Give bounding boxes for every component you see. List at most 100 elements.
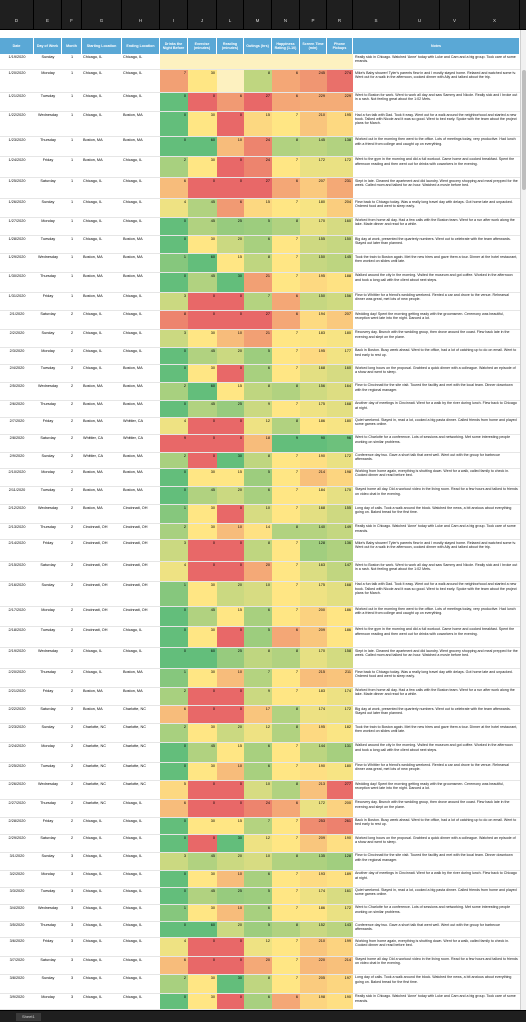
cell-notes[interactable]: Flew to Cincinnati for the site visit. T… xyxy=(355,383,513,392)
cell-screen[interactable]: 174 xyxy=(300,706,327,724)
cell-outings[interactable]: 6 xyxy=(244,742,272,762)
header-exercise[interactable]: Exercise (minutes) xyxy=(188,38,217,54)
cell-end[interactable]: Chicago, IL xyxy=(123,157,143,162)
column-letter-p[interactable]: P xyxy=(300,0,327,30)
cell-start[interactable]: Chicago, IL xyxy=(83,871,103,876)
cell-drinks[interactable]: 7 xyxy=(160,70,188,92)
cell-happy[interactable]: 7 xyxy=(272,199,300,217)
cell-day[interactable]: Friday xyxy=(42,157,54,162)
cell-notes[interactable]: Flew to Cincinnati for the site visit. T… xyxy=(355,853,513,862)
column-letter-n[interactable]: N xyxy=(272,0,300,30)
cell-month[interactable]: 1 xyxy=(70,137,74,142)
cell-date[interactable]: 3/1/2020 xyxy=(9,853,25,858)
cell-reading[interactable]: 30 xyxy=(217,452,244,468)
cell-happy[interactable]: 7 xyxy=(272,112,300,136)
cell-screen[interactable]: 135 xyxy=(300,852,327,870)
cell-reading[interactable] xyxy=(217,54,244,70)
cell-day[interactable]: Tuesday xyxy=(40,366,56,371)
cell-notes[interactable]: Working from home again, everything is s… xyxy=(355,938,510,948)
cell-exercise[interactable]: 30 xyxy=(188,236,217,254)
cell-date[interactable]: 2/27/2020 xyxy=(8,800,26,805)
cell-drinks[interactable]: 1 xyxy=(160,254,188,272)
cell-end[interactable]: Charlotte, NC xyxy=(123,782,147,787)
cell-outings[interactable]: 8 xyxy=(244,540,272,562)
cell-month[interactable]: 2 xyxy=(70,782,74,787)
cell-reading[interactable]: 0 xyxy=(217,156,244,178)
cell-happy[interactable]: 8 xyxy=(272,706,300,724)
cell-happy[interactable]: 6 xyxy=(272,292,300,311)
cell-pickups[interactable] xyxy=(327,54,353,70)
cell-drinks[interactable]: 2 xyxy=(160,724,188,742)
cell-drinks[interactable]: 2 xyxy=(160,452,188,468)
cell-end[interactable]: Cincinnati, OH xyxy=(123,524,148,529)
cell-exercise[interactable]: 45 xyxy=(188,347,217,365)
cell-notes[interactable]: Wedding day! Spent the morning getting r… xyxy=(355,781,504,790)
cell-notes[interactable]: Big day at work, presented the quarterly… xyxy=(355,236,511,246)
cell-happy[interactable]: 7 xyxy=(272,540,300,562)
cell-reading[interactable]: 0 xyxy=(217,993,244,1009)
column-letter-x[interactable]: X xyxy=(470,0,520,30)
cell-pickups[interactable]: 96 xyxy=(327,434,353,452)
cell-month[interactable]: 2 xyxy=(70,435,74,440)
cell-happy[interactable]: 7 xyxy=(272,687,300,706)
cell-exercise[interactable]: 30 xyxy=(188,329,217,347)
cell-date[interactable]: 1/24/2020 xyxy=(8,157,26,162)
cell-month[interactable]: 3 xyxy=(70,871,74,876)
cell-pickups[interactable]: 170 xyxy=(327,486,353,505)
cell-happy[interactable]: 8 xyxy=(272,724,300,742)
cell-outings[interactable]: 24 xyxy=(244,156,272,178)
cell-notes[interactable]: Long day of calls. Took a walk around th… xyxy=(355,975,512,984)
cell-exercise[interactable]: 0 xyxy=(188,417,217,434)
cell-notes[interactable]: Went to Boston for work. Went to work al… xyxy=(355,562,518,572)
cell-notes[interactable]: Went to the gym in the morning and did a… xyxy=(355,157,515,166)
cell-notes[interactable]: Another day of meetings in Cincinnati. W… xyxy=(355,871,517,880)
cell-notes[interactable]: Went to Boston for work. Went to work al… xyxy=(355,93,518,102)
cell-pickups[interactable]: 172 xyxy=(327,452,353,468)
cell-date[interactable]: 2/7/2020 xyxy=(9,418,25,423)
cell-happy[interactable]: 7 xyxy=(272,400,300,417)
cell-screen[interactable]: 155 xyxy=(300,236,327,254)
cell-screen[interactable]: 170 xyxy=(300,217,327,236)
cell-outings[interactable]: 12 xyxy=(244,835,272,852)
cell-day[interactable]: Tuesday xyxy=(40,888,56,893)
cell-day[interactable]: Sunday xyxy=(41,725,55,730)
cell-outings[interactable]: 8 xyxy=(244,254,272,272)
cell-start[interactable]: Charlotte, NC xyxy=(83,782,107,787)
cell-day[interactable]: Monday xyxy=(41,871,55,876)
cell-happy[interactable]: 6 xyxy=(272,311,300,329)
cell-month[interactable]: 2 xyxy=(70,707,74,712)
cell-start[interactable]: Chicago, IL xyxy=(83,179,103,184)
cell-day[interactable]: Friday xyxy=(42,688,54,693)
header-day[interactable]: Day of Week xyxy=(34,38,62,54)
cell-month[interactable]: 2 xyxy=(70,401,74,406)
cell-reading[interactable]: 25 xyxy=(217,887,244,904)
cell-notes[interactable]: Recovery day. Brunch with the wedding gr… xyxy=(355,330,510,339)
column-letter-e[interactable]: E xyxy=(34,0,62,30)
cell-start[interactable]: Boston, MA xyxy=(83,418,103,423)
header-drinks[interactable]: Drinks the Night Before xyxy=(160,38,188,54)
cell-end[interactable]: Boston, MA xyxy=(123,469,143,474)
cell-exercise[interactable]: 30 xyxy=(188,724,217,742)
cell-reading[interactable]: 0 xyxy=(217,311,244,329)
cell-exercise[interactable]: 30 xyxy=(188,993,217,1009)
cell-drinks[interactable]: 0 xyxy=(160,606,188,626)
cell-day[interactable]: Monday xyxy=(41,71,55,76)
cell-outings[interactable]: 21 xyxy=(244,329,272,347)
cell-reading[interactable]: 0 xyxy=(217,799,244,817)
cell-month[interactable]: 3 xyxy=(70,853,74,858)
cell-end[interactable]: Charlotte, NC xyxy=(123,743,147,748)
cell-pickups[interactable]: 172 xyxy=(327,904,353,922)
cell-outings[interactable]: 9 xyxy=(244,687,272,706)
cell-happy[interactable]: 8 xyxy=(272,382,300,400)
cell-exercise[interactable]: 45 xyxy=(188,742,217,762)
cell-outings[interactable]: 6 xyxy=(244,606,272,626)
cell-pickups[interactable]: 174 xyxy=(327,687,353,706)
cell-screen[interactable]: 193 xyxy=(300,870,327,887)
column-letter-m[interactable]: M xyxy=(244,0,272,30)
cell-end[interactable]: Chicago, IL xyxy=(123,93,143,98)
cell-screen[interactable]: 215 xyxy=(300,669,327,687)
cell-screen[interactable]: 198 xyxy=(300,993,327,1009)
cell-screen[interactable]: 245 xyxy=(300,70,327,92)
cell-end[interactable]: Chicago, IL xyxy=(123,627,143,632)
cell-date[interactable]: 2/22/2020 xyxy=(8,707,26,712)
